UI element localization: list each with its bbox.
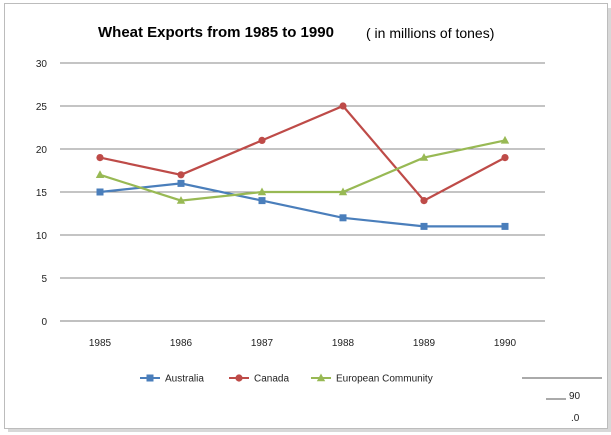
x-tick-label: 1988 [332,338,355,349]
series-european-community [95,135,510,204]
data-point [420,222,428,230]
y-tick-label: 5 [41,274,47,285]
legend-label: European Community [336,374,433,385]
y-tick-label: 30 [36,59,48,70]
data-point [338,187,348,196]
fragment-text-b: .0 [571,413,580,424]
chart-title: Wheat Exports from 1985 to 1990 [98,24,334,41]
y-tick-label: 25 [36,102,48,113]
y-tick-label: 15 [36,188,48,199]
chart-frame [4,3,608,429]
data-point [176,196,186,204]
data-point [419,153,429,161]
data-point [501,154,509,162]
data-point [95,170,105,178]
legend-item: Canada [229,374,289,385]
data-point [258,197,266,205]
legend-label: Australia [165,374,204,385]
x-tick-label: 1985 [89,338,112,349]
series-australia [96,179,509,230]
data-point [257,187,267,196]
y-tick-label: 20 [36,145,48,156]
data-point [258,136,266,144]
chart-subtitle: ( in millions of tones) [366,25,495,41]
data-point [339,102,347,110]
series-line [99,139,506,202]
data-point [177,171,185,179]
frame-shadow-right [608,8,611,432]
x-tick-label: 1987 [251,338,274,349]
x-tick-label: 1989 [413,338,436,349]
data-point [339,214,347,222]
y-tick-label: 10 [36,231,48,242]
frame-shadow-bottom [8,429,611,432]
x-tick-label: 1990 [494,338,517,349]
data-point [500,135,510,144]
legend-item: European Community [311,373,433,385]
x-tick-label: 1986 [170,338,193,349]
legend-marker [146,374,154,382]
data-point [96,154,104,162]
series-canada [96,102,509,205]
legend-marker [316,373,326,382]
fragment-text-a: 90 [569,391,581,402]
series-line [99,182,505,228]
legend-item: Australia [140,374,204,385]
data-point [96,188,104,196]
legend-label: Canada [254,374,289,385]
data-point [177,179,185,187]
legend-marker [235,374,243,382]
series-line [99,104,506,202]
data-point [501,222,509,230]
y-tick-label: 0 [41,317,47,328]
data-point [420,197,428,205]
